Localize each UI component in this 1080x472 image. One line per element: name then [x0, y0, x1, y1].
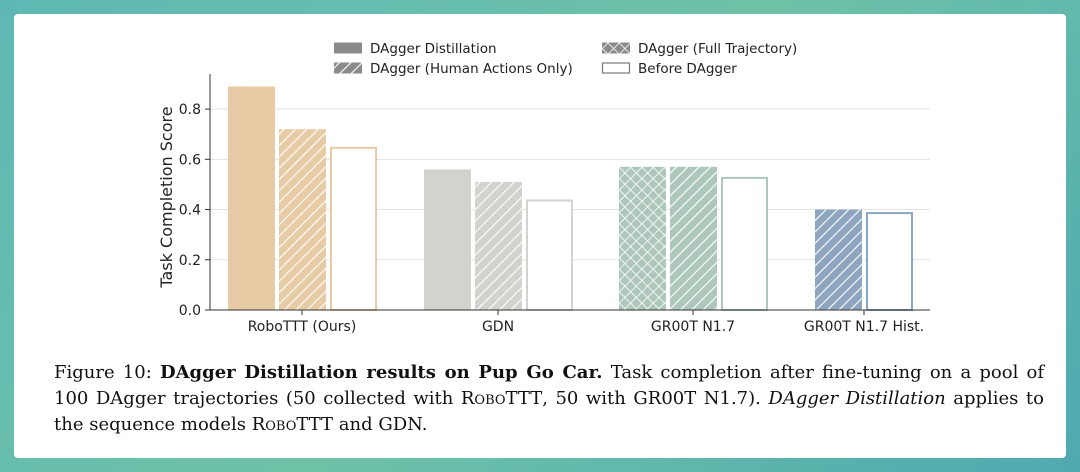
figure-caption: Figure 10: DAgger Distillation results o…: [54, 360, 1044, 438]
bar-hatch: [670, 166, 717, 310]
caption-text-2: , 50 with GR00T N1.7).: [542, 388, 769, 409]
y-tick-label: 0.4: [179, 203, 201, 219]
x-tick-label: GDN: [482, 319, 514, 335]
x-tick-label: GR00T N1.7: [651, 319, 735, 335]
legend-swatch-hatch: [334, 62, 362, 74]
bar: [526, 199, 573, 311]
bar: [721, 176, 768, 311]
bar-hatch: [815, 209, 862, 310]
legend-label: DAgger (Human Actions Only): [370, 61, 573, 77]
caption-text-1: Task completion after fine-tuning on a p…: [54, 362, 1045, 409]
legend-label: Before DAgger: [638, 61, 737, 77]
caption-italic: DAgger Distillation: [768, 388, 946, 409]
bar-hatch: [475, 181, 522, 310]
legend-label: DAgger (Full Trajectory): [638, 41, 797, 57]
caption-bold-title: DAgger Distillation results on Pup Go Ca…: [159, 362, 603, 383]
bar-hatch: [619, 166, 666, 310]
caption-text-3: applies to the sequence models: [54, 388, 1044, 435]
x-tick-label: RoboTTT (Ours): [248, 319, 357, 335]
bar-hatch: [279, 129, 326, 310]
bar: [330, 146, 377, 311]
legend-swatch-hatch: [602, 42, 630, 54]
caption-prefix: Figure 10:: [54, 362, 160, 383]
figure-card: 0.0 0.2 0.4 0.6 0.8 Task Completion Score Robo…: [14, 14, 1066, 458]
x-tick-label: GR00T N1.7 Hist.: [804, 319, 924, 335]
bar: [228, 86, 275, 310]
bar: [866, 212, 913, 311]
bar: [424, 169, 471, 310]
y-axis-label: Task Completion Score: [157, 106, 176, 288]
legend-label: DAgger Distillation: [370, 41, 497, 57]
y-tick-label: 0.0: [179, 303, 201, 319]
caption-text-4: and GDN.: [333, 414, 428, 435]
caption-smallcaps-1: RoboTTT: [460, 388, 543, 409]
y-tick-label: 0.2: [179, 253, 201, 269]
legend-swatch: [601, 62, 631, 74]
legend-swatch: [334, 42, 362, 54]
caption-smallcaps-2: RoboTTT: [251, 414, 334, 435]
y-tick-label: 0.6: [179, 152, 201, 168]
y-tick-label: 0.8: [179, 102, 201, 118]
